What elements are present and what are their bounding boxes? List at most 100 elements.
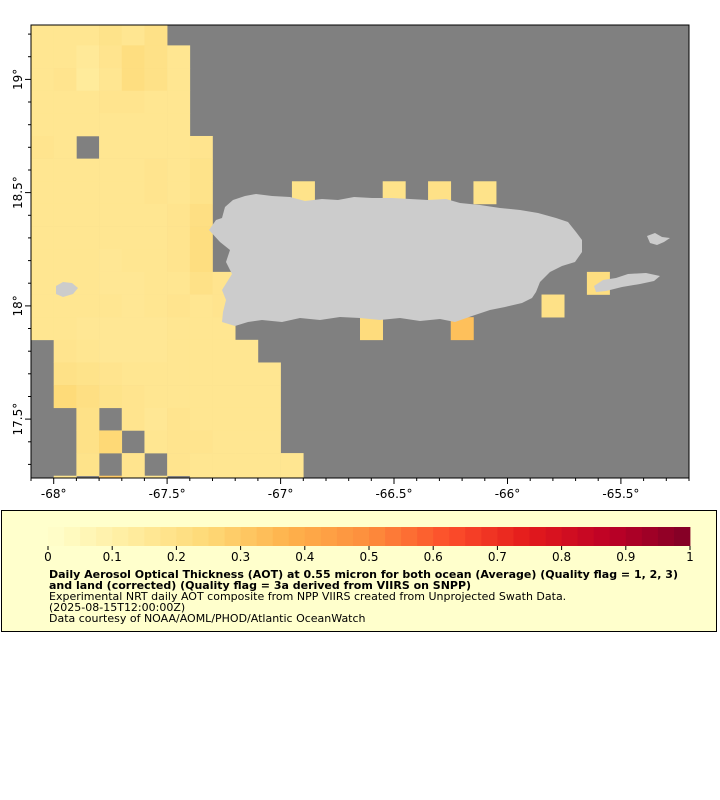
aot-cell <box>235 430 259 454</box>
colorbar-swatch <box>160 527 177 546</box>
aot-cell <box>31 249 54 273</box>
aot-cell <box>76 249 100 273</box>
aot-cell <box>167 271 191 295</box>
map-area[interactable]: -68° -67.5° -67° -66.5° -66° -65.5° 19° 18.5° 18… <box>0 0 720 505</box>
aot-cell <box>53 249 77 273</box>
aot-cell <box>99 430 123 454</box>
aot-cell <box>189 407 213 431</box>
colorbar-swatch <box>641 527 659 546</box>
y-tick-label: 19° <box>11 69 25 90</box>
aot-cell <box>121 203 145 227</box>
aot-cell <box>144 294 168 318</box>
colorbar-tick-label: 0.3 <box>231 550 250 564</box>
aot-cell <box>212 339 236 363</box>
colorbar-tick-label: 0 <box>44 550 52 564</box>
aot-cell <box>189 294 213 318</box>
aot-cell <box>53 317 77 341</box>
aot-cell <box>99 68 123 91</box>
aot-cell <box>31 135 54 159</box>
colorbar-tick-label: 1 <box>686 550 694 564</box>
aot-cell <box>189 339 213 363</box>
colorbar-tick-labels: 0 0.1 0.2 0.3 0.4 0.5 0.6 0.7 0.8 0.9 1 <box>44 546 694 564</box>
aot-cell <box>121 226 145 250</box>
aot-cell <box>53 203 77 227</box>
aot-cell <box>257 430 281 454</box>
aot-cell <box>53 45 77 69</box>
aot-cell <box>212 407 236 431</box>
aot-cell <box>31 181 54 205</box>
aot-cell <box>76 430 100 454</box>
colorbar-swatch <box>272 527 290 546</box>
colorbar-swatch <box>176 527 193 546</box>
aot-cell <box>31 226 54 250</box>
aot-cell <box>31 271 54 295</box>
aot-cell <box>121 475 145 479</box>
aot-cell <box>212 453 236 477</box>
aot-cell <box>121 339 145 363</box>
colorbar-tick-label: 0.1 <box>103 550 122 564</box>
aot-cell <box>99 203 123 227</box>
colorbar-tick-label: 0.4 <box>295 550 314 564</box>
aot-cell <box>450 317 474 341</box>
aot-cell <box>99 226 123 250</box>
aot-cell <box>99 294 123 318</box>
aot-cell <box>76 113 100 137</box>
aot-cell <box>144 362 168 386</box>
aot-cell <box>144 181 168 205</box>
aot-cell <box>121 113 145 137</box>
aot-cell <box>167 226 191 250</box>
aot-cell <box>189 362 213 386</box>
colorbar-swatch <box>240 527 258 546</box>
aot-cell <box>144 45 168 69</box>
colorbar-swatch <box>336 527 354 546</box>
aot-cell <box>121 385 145 409</box>
legend-description: Experimental NRT daily AOT composite fro… <box>49 590 567 603</box>
aot-cell <box>167 135 191 159</box>
aot-cell <box>280 453 304 477</box>
aot-cell <box>167 249 191 273</box>
vieques-island <box>594 273 660 292</box>
aot-cell <box>53 68 77 91</box>
aot-cell <box>189 181 213 205</box>
aot-cell <box>212 475 236 479</box>
aot-cell <box>360 317 383 341</box>
x-tick-label: -67° <box>268 487 294 501</box>
x-tick-label: -67.5° <box>149 487 186 501</box>
colorbar-swatch <box>673 527 691 546</box>
aot-cell <box>99 317 123 341</box>
aot-cell <box>76 226 100 250</box>
aot-cell <box>167 45 191 69</box>
aot-cell <box>99 249 123 273</box>
colorbar-swatch <box>609 527 627 546</box>
y-tick-label: 17.5° <box>11 403 25 436</box>
colorbar-swatch <box>529 527 546 546</box>
colorbar-swatch <box>112 527 129 546</box>
aot-cell <box>144 249 168 273</box>
aot-cell <box>144 135 168 159</box>
aot-cell <box>121 407 145 431</box>
aot-cell <box>144 113 168 137</box>
mona-island <box>56 282 78 297</box>
colorbar-swatch <box>224 527 241 546</box>
aot-cell <box>189 430 213 454</box>
aot-cell <box>121 45 145 69</box>
colorbar-swatch <box>192 527 209 546</box>
puerto-rico-land <box>209 194 582 326</box>
colorbar-swatch <box>144 527 161 546</box>
x-tick-label: -66.5° <box>375 487 412 501</box>
colorbar-tick-label: 0.2 <box>167 550 186 564</box>
aot-cell <box>167 385 191 409</box>
legend-text-block: Daily Aerosol Optical Thickness (AOT) at… <box>49 569 689 624</box>
aot-cell <box>99 181 123 205</box>
aot-cell <box>121 181 145 205</box>
aot-map[interactable]: -68° -67.5° -67° -66.5° -66° -65.5° 19° 18.5° 18… <box>0 0 720 505</box>
colorbar-swatches <box>48 527 691 546</box>
aot-cell <box>99 45 123 69</box>
colorbar-swatch <box>545 527 562 546</box>
aot-cell <box>280 475 304 479</box>
aot-cell <box>144 430 168 454</box>
colorbar-swatch <box>288 527 306 546</box>
aot-cell <box>31 25 54 46</box>
colorbar-tick-label: 0.9 <box>616 550 635 564</box>
colorbar-swatch <box>320 527 338 546</box>
